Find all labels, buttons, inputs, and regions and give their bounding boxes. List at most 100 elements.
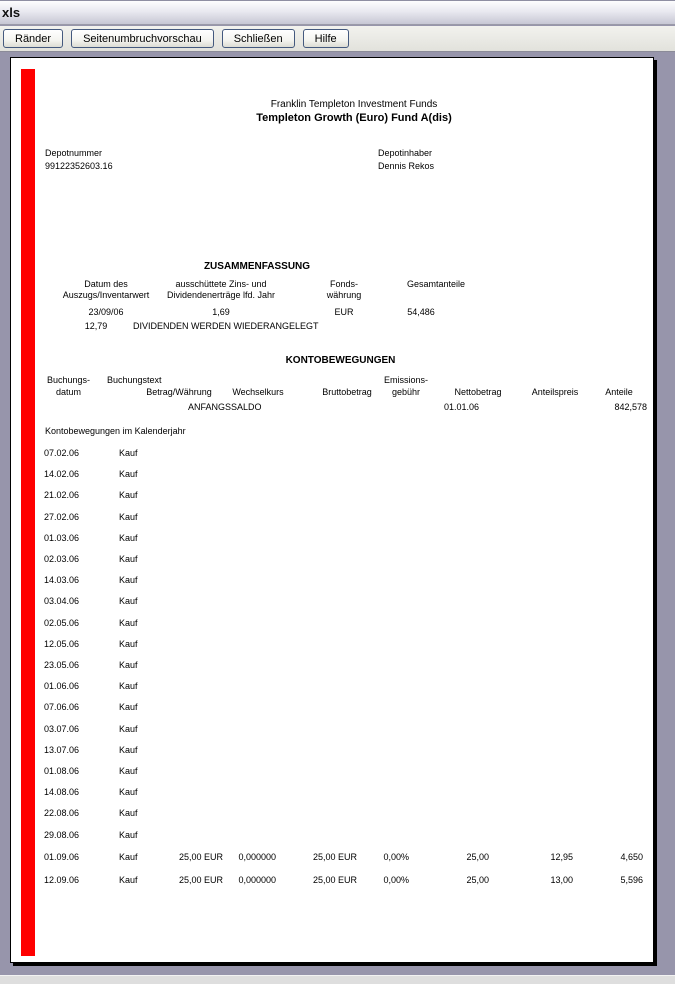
movements-section-label: Kontobewegungen im Kalenderjahr: [45, 426, 186, 436]
movement-row: 21.02.06 Kauf: [11, 490, 655, 502]
movement-brutto: 25,00 EUR: [312, 852, 357, 862]
movement-betrag: 25,00 EUR: [178, 874, 223, 885]
movement-row: 29.08.06 Kauf: [11, 830, 655, 842]
header-buchungsdatum-2: datum: [55, 387, 81, 397]
movement-row: 01.06.06 Kauf: [11, 681, 655, 693]
summary-header-units: Gesamtanteile: [406, 279, 466, 289]
movement-row: 12.05.06 Kauf: [11, 639, 655, 651]
movement-text: Kauf: [119, 617, 138, 628]
summary-header-currency-1: Fonds-: [329, 279, 358, 289]
movement-date: 14.08.06: [44, 787, 80, 798]
header-bruttobetrag: Bruttobetrag: [322, 387, 372, 397]
help-button[interactable]: Hilfe: [302, 29, 349, 48]
movement-date: 13.07.06: [44, 744, 80, 755]
movement-date: 21.02.06: [44, 490, 80, 501]
movement-date: 07.06.06: [44, 702, 80, 713]
opening-balance-label: ANFANGSSALDO: [188, 402, 262, 412]
summary-header-date-1: Datum des: [84, 279, 128, 289]
movement-text: Kauf: [119, 596, 138, 607]
summary-title: ZUSAMMENFASSUNG: [203, 261, 311, 272]
movement-text: Kauf: [119, 575, 138, 586]
header-betrag: Betrag/Währung: [146, 387, 212, 397]
movement-date: 01.06.06: [44, 681, 80, 692]
movement-anteile: 5,596: [620, 874, 643, 885]
movement-date: 22.08.06: [44, 808, 80, 819]
movement-row: 02.03.06 Kauf: [11, 554, 655, 566]
movement-date: 01.09.06: [44, 852, 80, 862]
movement-row: 14.08.06 Kauf: [11, 787, 655, 799]
movements-title: KONTOBEWEGUNGEN: [285, 355, 396, 366]
header-emissionsgebuehr-2: gebühr: [391, 387, 421, 397]
summary-total-units: 54,486: [407, 307, 435, 317]
movement-gebuehr: 0,00%: [383, 852, 409, 862]
movement-text: Kauf: [119, 554, 138, 564]
movement-text: Kauf: [119, 744, 138, 755]
movement-netto: 25,00: [466, 852, 489, 862]
movement-row: 27.02.06 Kauf: [11, 512, 655, 524]
titlebar[interactable]: xls: [0, 0, 675, 25]
movement-anteile: 4,650: [620, 852, 643, 862]
movement-preis: 12,95: [550, 852, 573, 862]
movement-date: 29.08.06: [44, 829, 80, 840]
movement-text: Kauf: [119, 660, 138, 670]
summary-distributions: 1,69: [212, 307, 230, 317]
movement-text: Kauf: [119, 490, 138, 501]
preview-area: Franklin Templeton Investment Funds Temp…: [0, 52, 675, 975]
movement-row: 01.03.06 Kauf: [11, 533, 655, 545]
movement-date: 01.08.06: [44, 766, 80, 776]
summary-header-date-2: Auszugs/Inventarwert: [62, 290, 150, 300]
movement-text: Kauf: [119, 852, 138, 862]
summary-header-dist-2: Dividendenerträge lfd. Jahr: [166, 290, 276, 300]
movement-text: Kauf: [119, 723, 138, 734]
movement-row: 01.08.06 Kauf: [11, 766, 655, 778]
depot-number-value: 99122352603.16: [45, 161, 113, 171]
movement-preis: 13,00: [550, 874, 573, 885]
summary-inventory-value: 12,79: [84, 321, 108, 331]
movement-date: 02.03.06: [44, 554, 80, 564]
header-nettobetrag: Nettobetrag: [454, 387, 502, 397]
summary-date: 23/09/06: [88, 307, 124, 317]
depot-holder-label: Depotinhaber: [378, 148, 433, 158]
movement-date: 12.09.06: [44, 874, 80, 885]
opening-balance-date: 01.01.06: [443, 402, 479, 412]
movement-brutto: 25,00 EUR: [312, 874, 357, 885]
summary-currency: EUR: [334, 307, 354, 317]
header-wechselkurs: Wechselkurs: [232, 387, 284, 397]
movement-betrag: 25,00 EUR: [178, 852, 223, 862]
summary-header-dist-1: ausschüttete Zins- und: [175, 279, 267, 289]
summary-header-currency-2: währung: [326, 290, 362, 300]
movement-row: 02.05.06 Kauf: [11, 618, 655, 630]
movement-text: Kauf: [119, 874, 138, 885]
movement-row: 13.07.06 Kauf: [11, 745, 655, 757]
document-page[interactable]: Franklin Templeton Investment Funds Temp…: [10, 57, 654, 963]
movement-date: 03.04.06: [44, 596, 80, 607]
movement-date: 01.03.06: [44, 532, 80, 543]
movement-date: 12.05.06: [44, 638, 80, 649]
depot-number-label: Depotnummer: [45, 148, 103, 158]
movement-date: 07.02.06: [44, 448, 80, 458]
summary-note: DIVIDENDEN WERDEN WIEDERANGELEGT: [133, 321, 319, 331]
movement-text: Kauf: [119, 638, 138, 649]
movement-row: 03.04.06 Kauf: [11, 596, 655, 608]
movement-date: 03.07.06: [44, 723, 80, 734]
movement-text: Kauf: [119, 448, 138, 458]
movement-text: Kauf: [119, 829, 138, 840]
header-buchungstext: Buchungstext: [107, 375, 162, 385]
movement-row: 07.06.06 Kauf: [11, 702, 655, 714]
movement-row: 14.02.06 Kauf: [11, 469, 655, 481]
movement-gebuehr: 0,00%: [383, 874, 409, 885]
movement-netto: 25,00: [466, 874, 489, 885]
movement-date: 23.05.06: [44, 660, 80, 670]
movement-date: 14.03.06: [44, 575, 80, 586]
movement-date: 27.02.06: [44, 511, 80, 522]
margins-button[interactable]: Ränder: [3, 29, 64, 48]
fund-name: Templeton Growth (Euro) Fund A(dis): [256, 112, 452, 124]
header-anteilspreis: Anteilspreis: [531, 387, 579, 397]
window-title: xls: [2, 5, 21, 20]
page-break-preview-button[interactable]: Seitenumbruchvorschau: [71, 29, 214, 48]
movement-row: 22.08.06 Kauf: [11, 808, 655, 820]
red-highlight-bar: [21, 69, 35, 956]
close-button[interactable]: Schließen: [221, 29, 295, 48]
movement-text: Kauf: [119, 511, 138, 522]
company-name: Franklin Templeton Investment Funds: [270, 99, 438, 110]
